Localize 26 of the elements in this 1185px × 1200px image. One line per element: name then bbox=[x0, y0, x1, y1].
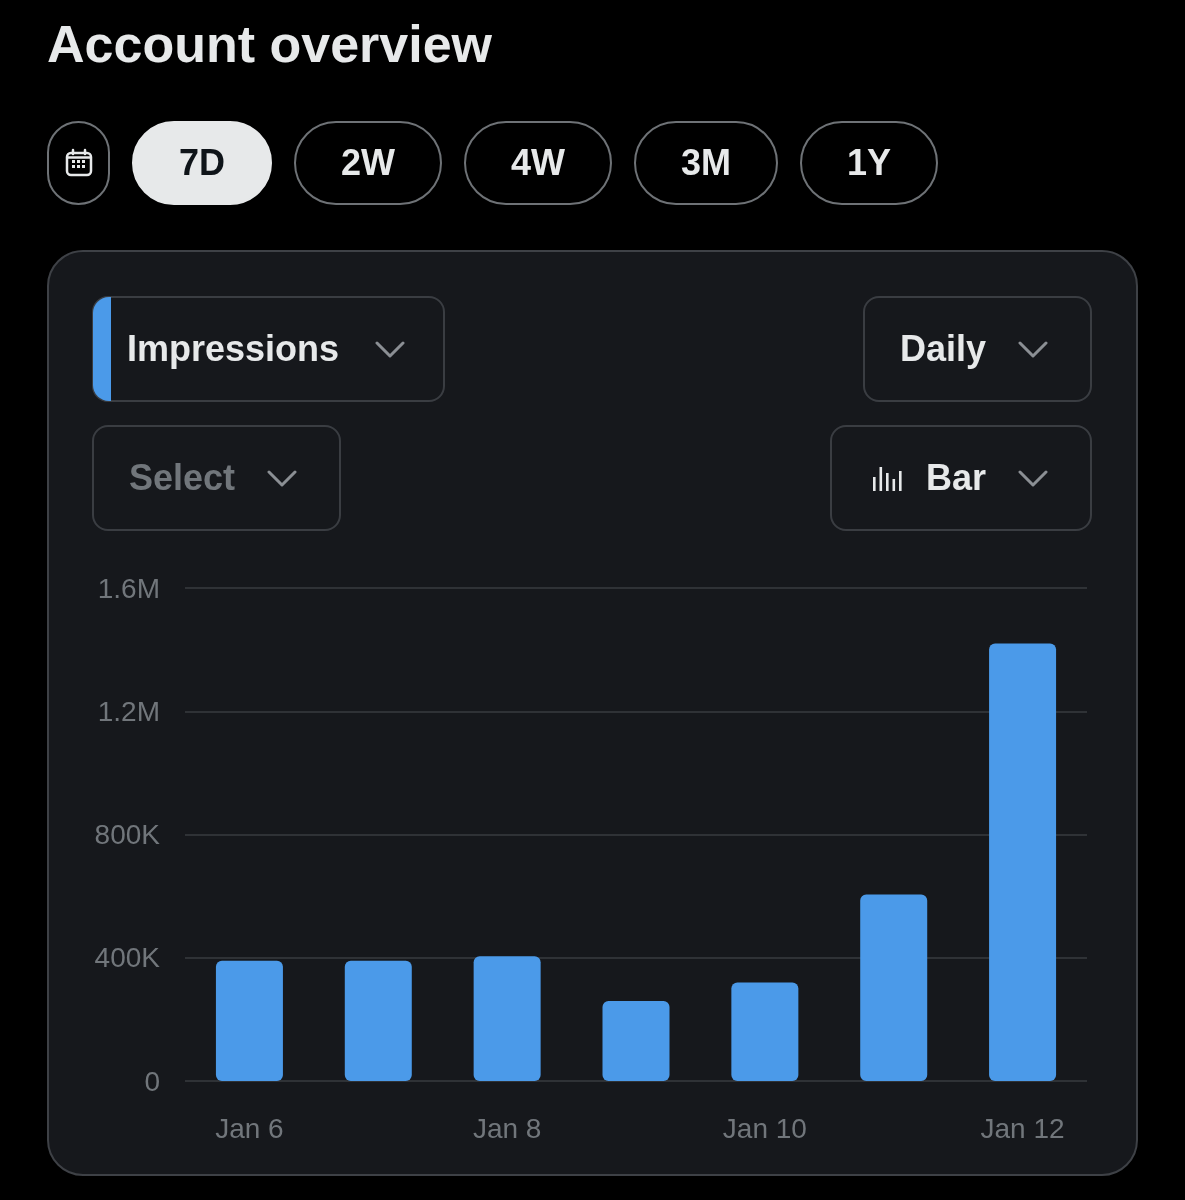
y-tick-label: 0 bbox=[144, 1065, 160, 1097]
y-tick-label: 400K bbox=[94, 942, 161, 974]
y-tick-label: 800K bbox=[94, 819, 161, 850]
legend: Impressions bbox=[92, 296, 446, 402]
y-tick-label: 1.2M bbox=[97, 695, 160, 727]
pill-button: 2W bbox=[294, 121, 443, 205]
bar bbox=[473, 956, 541, 1081]
bar bbox=[602, 1000, 670, 1081]
pill-button: 7D bbox=[132, 121, 273, 205]
dropdown: Daily bbox=[862, 296, 1092, 402]
x-tick-label: Jan 12 bbox=[980, 1112, 1065, 1144]
bar bbox=[731, 982, 799, 1081]
y-tick-label: 1.6M bbox=[97, 572, 160, 604]
x-tick-label: Jan 6 bbox=[215, 1112, 284, 1144]
bar bbox=[989, 643, 1057, 1081]
bar bbox=[344, 960, 412, 1081]
chart-title: Account overview bbox=[47, 14, 493, 75]
bar bbox=[860, 894, 928, 1081]
x-tick-label: Jan 8 bbox=[472, 1112, 542, 1144]
pill-button: 3M bbox=[634, 121, 779, 205]
dropdown: Select bbox=[92, 425, 342, 531]
dropdown: Bar bbox=[829, 425, 1092, 531]
bar bbox=[215, 960, 283, 1081]
pill-button: 1Y bbox=[800, 121, 939, 205]
pill-button: 4W bbox=[464, 121, 613, 205]
x-tick-label: Jan 10 bbox=[722, 1112, 807, 1144]
